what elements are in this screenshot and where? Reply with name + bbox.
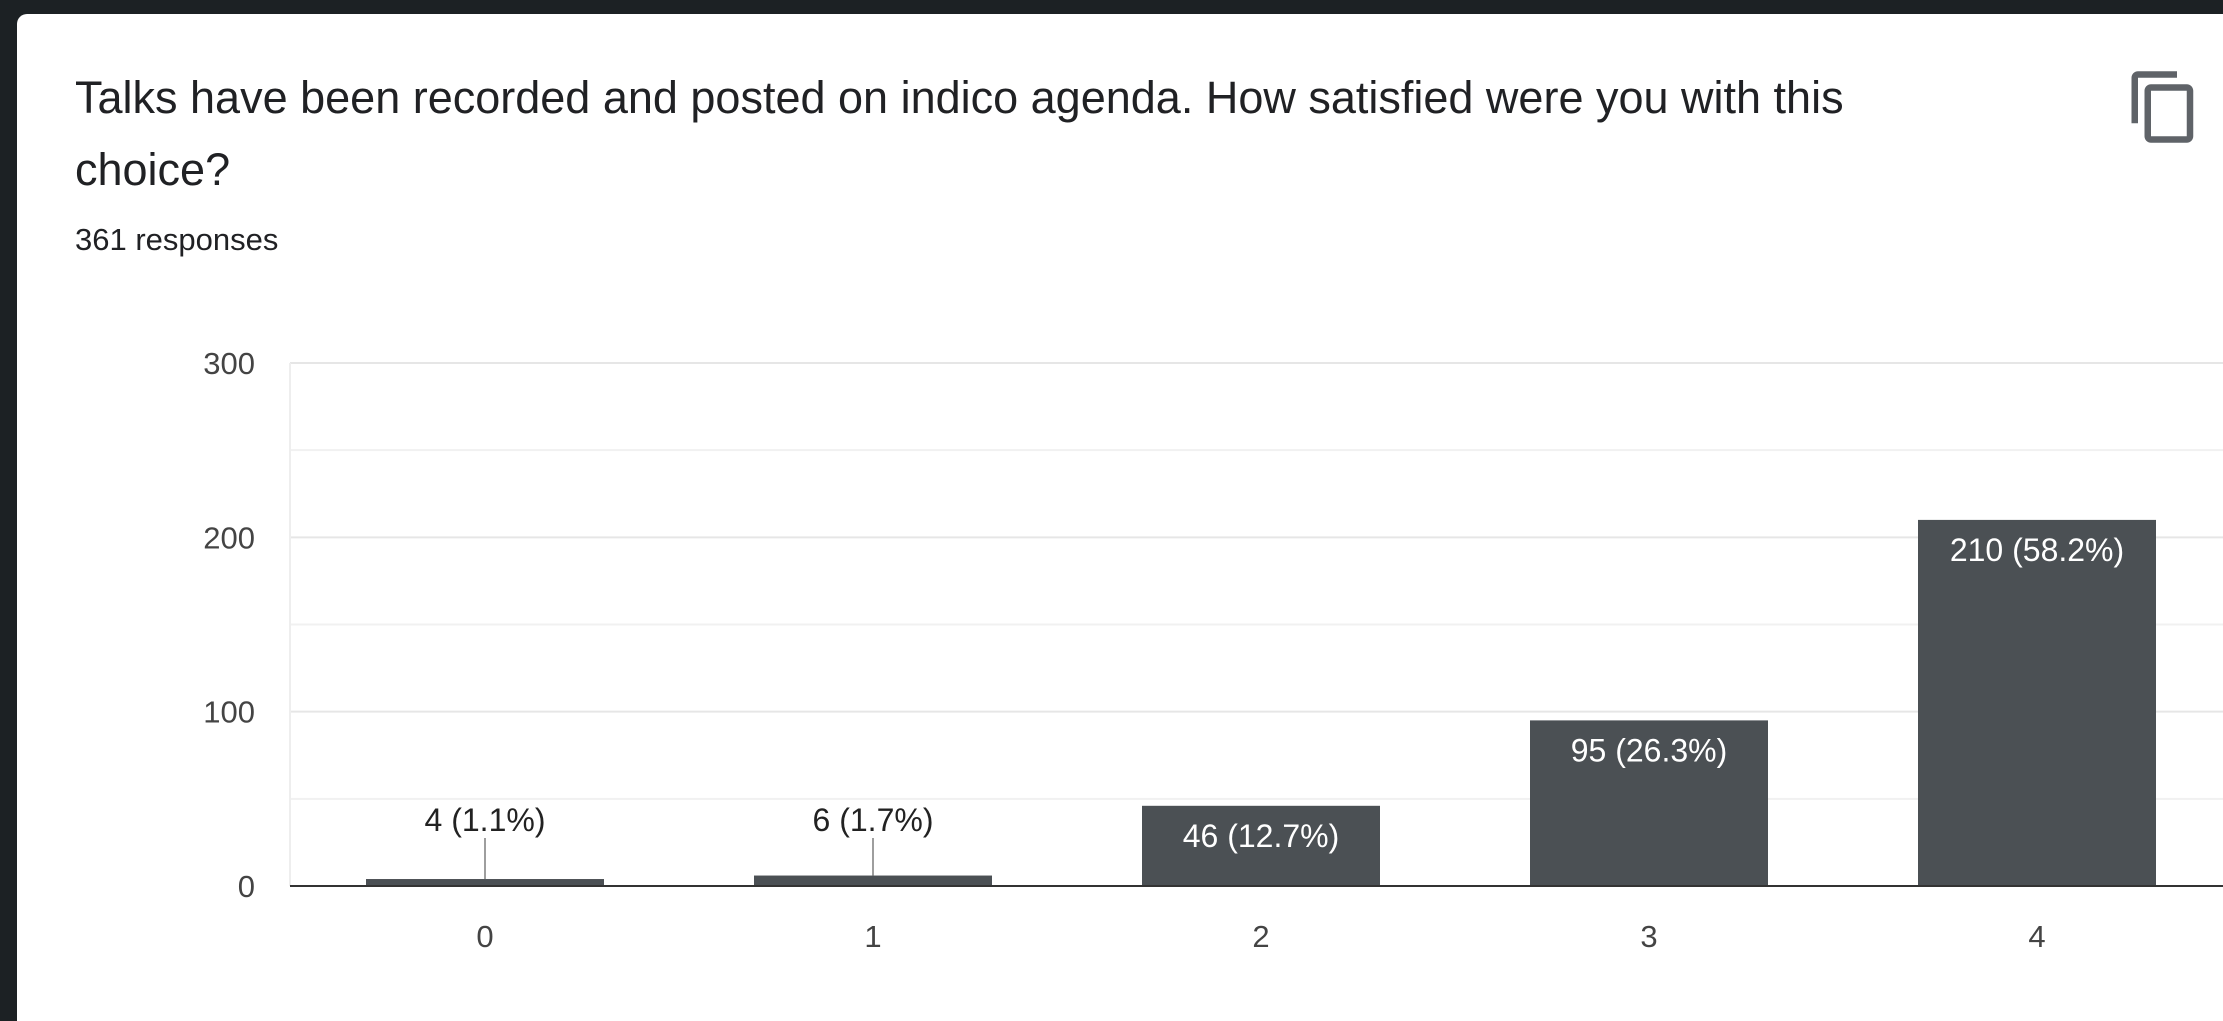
labels-layer: 4 (1.1%) 6 (1.7%) 46 (12.7%) 95 (26.3%) 210 …	[425, 532, 2124, 880]
data-label: 6 (1.7%)	[813, 802, 934, 838]
data-label: 4 (1.1%)	[425, 802, 546, 838]
y-tick-label: 100	[203, 695, 255, 730]
bars-layer	[366, 519, 2156, 886]
bar-chart: 4 (1.1%) 6 (1.7%) 46 (12.7%) 95 (26.3%) 210 …	[203, 346, 2223, 954]
bar	[366, 879, 604, 886]
x-tick-label: 3	[1640, 919, 1657, 954]
x-tick-label: 0	[476, 919, 493, 954]
bar	[1530, 720, 1768, 886]
x-tick-label: 2	[1252, 919, 1269, 954]
copy-chart-button[interactable]	[2125, 68, 2203, 146]
x-tick-label: 1	[864, 919, 881, 954]
y-tick-label: 300	[203, 346, 255, 381]
y-tick-label: 200	[203, 520, 255, 555]
bar	[1918, 519, 2156, 886]
data-label: 210 (58.2%)	[1950, 532, 2124, 568]
bar	[1142, 805, 1380, 886]
bar	[754, 875, 992, 886]
response-count: 361 responses	[75, 222, 279, 257]
grid-layer	[289, 362, 2223, 886]
x-tick-label: 4	[2028, 919, 2045, 954]
chart-card: Talks have been recorded and posted on i…	[17, 14, 2223, 1021]
axis-layer: 0 100 200 300 0 1 2 3 4	[203, 346, 2223, 954]
data-label: 95 (26.3%)	[1571, 732, 1728, 768]
y-tick-label: 0	[238, 869, 255, 904]
copy-icon	[2131, 71, 2194, 143]
data-label: 46 (12.7%)	[1183, 818, 1340, 854]
question-title: Talks have been recorded and posted on i…	[75, 72, 1844, 195]
